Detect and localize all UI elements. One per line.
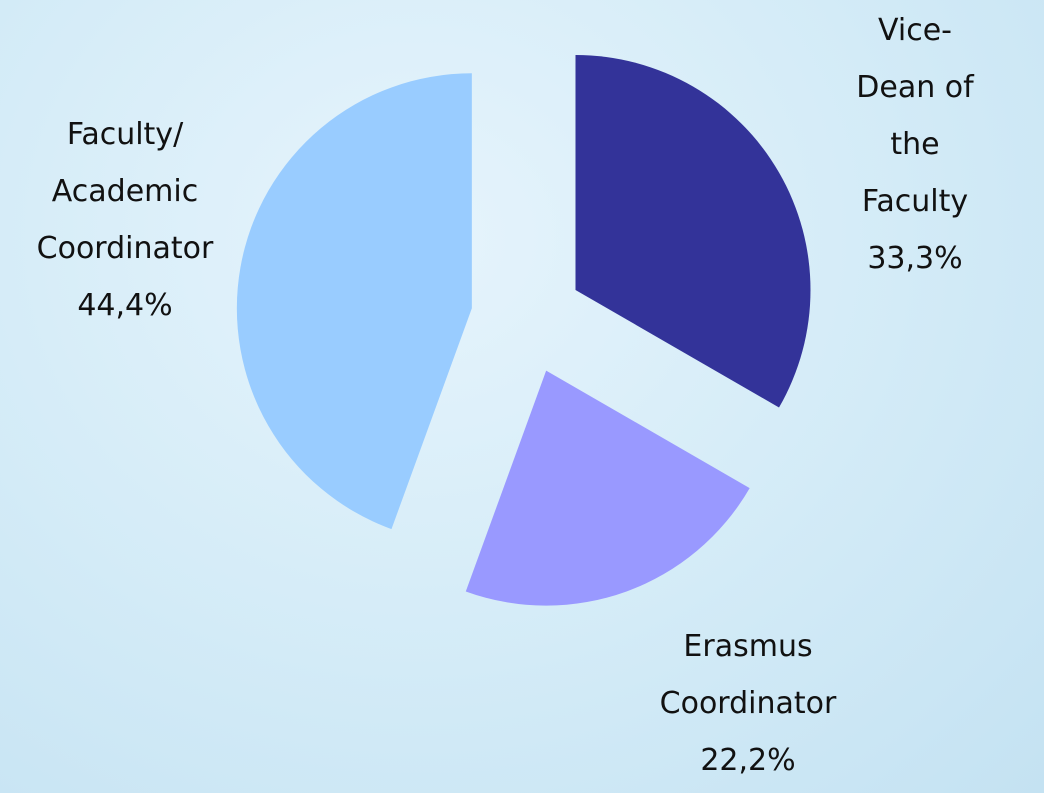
category-label: Erasmus Coordinator xyxy=(659,629,837,721)
value-label: 44,4% xyxy=(77,288,173,323)
pie-slice xyxy=(465,370,750,606)
category-label: Faculty/ Academic Coordinator xyxy=(36,117,214,266)
value-label: 33,3% xyxy=(867,241,963,276)
pie-slice xyxy=(575,55,811,408)
pie-slice xyxy=(236,73,472,530)
slice-label: Erasmus Coordinator 22,2% xyxy=(660,618,837,789)
slice-label: Vice-Dean of the Faculty 33,3% xyxy=(851,2,980,287)
slice-label: Faculty/ Academic Coordinator 44,4% xyxy=(37,106,214,334)
category-label: Vice-Dean of the Faculty xyxy=(856,13,974,219)
value-label: 22,2% xyxy=(700,743,796,778)
